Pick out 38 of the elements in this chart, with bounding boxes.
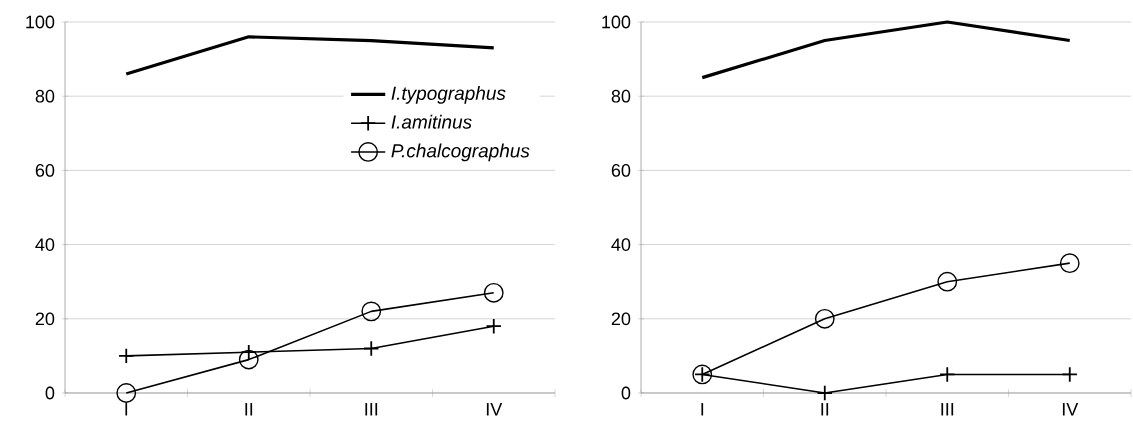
x-tick-label: III bbox=[365, 403, 378, 416]
x-tick-label: IV bbox=[1062, 403, 1079, 416]
point bbox=[238, 349, 259, 370]
y-tick-label: 80 bbox=[35, 89, 55, 103]
point bbox=[361, 301, 382, 322]
y-tick-label: 0 bbox=[621, 386, 631, 400]
point bbox=[118, 347, 135, 364]
y-tick-label: 80 bbox=[611, 89, 631, 103]
legend-label: I.typographus bbox=[391, 86, 506, 104]
legend-label: I.amitinus bbox=[391, 114, 472, 129]
point bbox=[1061, 366, 1078, 383]
legend-label: P.chalcographus bbox=[391, 143, 530, 162]
y-tick-label: 0 bbox=[45, 386, 55, 400]
y-tick-label: 20 bbox=[35, 312, 55, 326]
x-tick-label: III bbox=[941, 403, 954, 416]
line-series bbox=[124, 35, 496, 76]
point bbox=[116, 383, 137, 403]
point bbox=[939, 366, 956, 383]
y-tick-label: 100 bbox=[602, 15, 631, 29]
y-tick-label: 60 bbox=[611, 164, 631, 177]
x-tick-label: I bbox=[125, 403, 128, 416]
y-tick-label: 20 bbox=[611, 312, 631, 326]
y-tick-label: 100 bbox=[26, 15, 55, 29]
point bbox=[816, 384, 833, 402]
point bbox=[937, 271, 958, 292]
point bbox=[483, 282, 504, 303]
x-tick-label: II bbox=[821, 403, 829, 416]
y-tick-label: 60 bbox=[35, 164, 55, 177]
point bbox=[240, 344, 257, 361]
point bbox=[363, 340, 380, 357]
point bbox=[1059, 253, 1080, 274]
y-tick-label: 40 bbox=[35, 238, 55, 251]
x-tick-label: II bbox=[245, 403, 253, 416]
point bbox=[485, 318, 502, 335]
point bbox=[814, 308, 835, 329]
x-tick-label: IV bbox=[486, 403, 503, 416]
x-tick-label: I bbox=[701, 403, 704, 416]
y-tick-label: 40 bbox=[611, 238, 631, 251]
